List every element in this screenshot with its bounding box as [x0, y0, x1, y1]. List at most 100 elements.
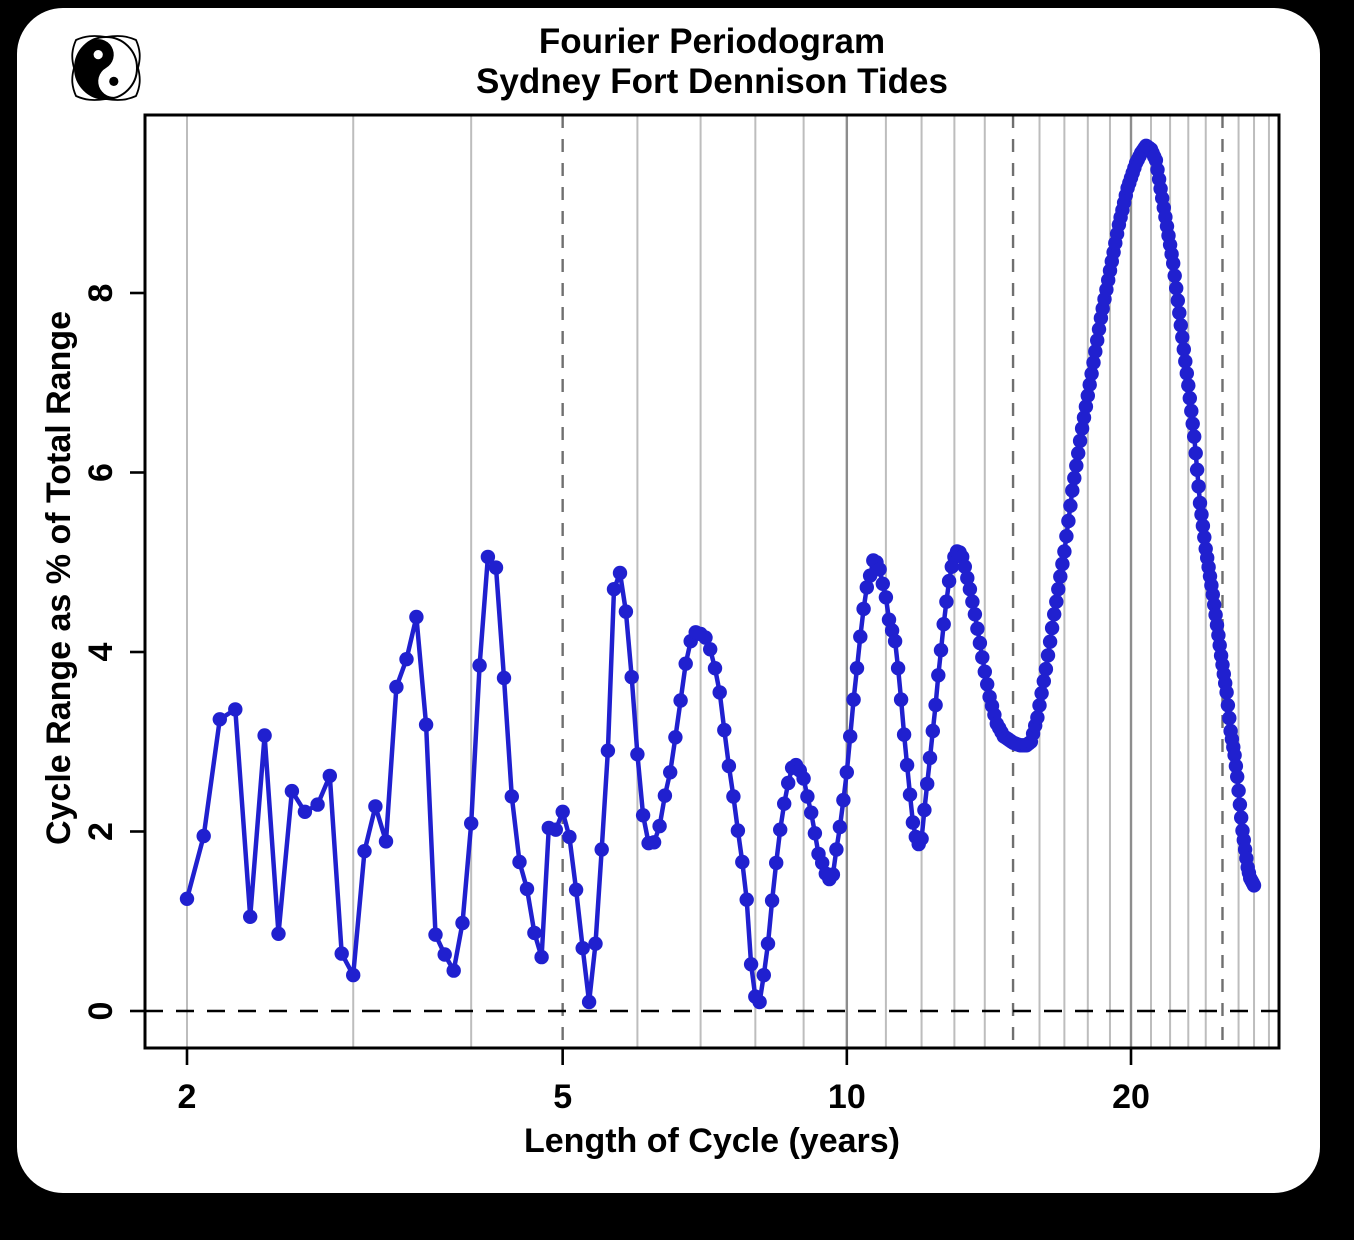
data-point	[846, 692, 861, 707]
data-point	[297, 804, 313, 819]
data-point	[1049, 594, 1064, 609]
data-point	[504, 789, 519, 804]
data-point	[1044, 620, 1060, 636]
y-axis-title: Cycle Range as % of Total Range	[40, 311, 78, 845]
data-point	[933, 643, 949, 658]
data-point	[887, 634, 903, 649]
y-tick-label-4: 4	[82, 642, 120, 661]
data-point	[1166, 256, 1181, 271]
data-point	[455, 915, 470, 931]
grid-layer	[186, 115, 1270, 1048]
data-point	[1167, 268, 1182, 283]
data-point	[1069, 458, 1084, 473]
data-point	[1182, 391, 1198, 406]
data-point	[527, 925, 542, 941]
data-point	[781, 775, 796, 791]
data-point	[1192, 495, 1208, 511]
data-point	[179, 891, 195, 906]
data-point	[962, 582, 978, 597]
data-point	[839, 765, 854, 780]
data-point	[673, 693, 688, 708]
data-point	[960, 570, 975, 586]
data-point	[703, 642, 718, 657]
logo-black-eye	[109, 76, 119, 86]
data-point	[1170, 293, 1186, 308]
data-point	[1047, 607, 1062, 622]
x-tick-label-20: 20	[1112, 1078, 1150, 1116]
data-point	[1053, 569, 1068, 584]
data-point	[859, 580, 874, 595]
data-point	[1246, 878, 1262, 893]
data-point	[663, 765, 678, 780]
data-point	[1234, 810, 1249, 825]
data-point	[1228, 758, 1244, 774]
data-point	[896, 727, 912, 742]
data-point	[872, 562, 887, 577]
data-point	[1061, 513, 1076, 529]
data-point	[357, 844, 372, 859]
chart-title-line1: Fourier Periodogram	[539, 22, 885, 61]
data-point	[825, 867, 841, 882]
data-point	[519, 881, 535, 897]
data-point	[1086, 355, 1101, 370]
data-point	[1065, 483, 1080, 498]
data-point	[807, 826, 823, 841]
data-point	[777, 796, 792, 811]
data-point	[1179, 366, 1195, 381]
data-point	[1222, 710, 1237, 726]
data-point	[1230, 769, 1245, 784]
data-point	[1080, 388, 1096, 403]
data-point	[568, 882, 584, 897]
data-point	[1055, 556, 1070, 572]
data-point	[310, 797, 325, 812]
data-point	[378, 834, 394, 849]
data-point	[881, 612, 897, 627]
data-point	[957, 559, 972, 574]
data-point	[606, 582, 622, 597]
data-point	[428, 927, 443, 942]
data-point	[588, 936, 603, 951]
data-point	[905, 815, 921, 830]
data-point	[1175, 330, 1190, 345]
data-point	[698, 630, 713, 645]
data-point	[829, 842, 844, 857]
data-point	[212, 712, 227, 727]
data-point	[1232, 797, 1248, 812]
data-point	[1034, 686, 1049, 701]
data-point	[437, 947, 452, 962]
data-point	[721, 758, 737, 774]
data-point	[939, 594, 954, 609]
data-point	[1059, 529, 1074, 544]
data-point	[760, 936, 776, 951]
data-point	[925, 723, 940, 739]
data-point	[735, 854, 750, 870]
data-point	[548, 822, 563, 837]
logo-white-eye	[93, 50, 103, 60]
data-point	[1078, 399, 1094, 414]
data-point	[512, 854, 527, 870]
axis-ticks-layer	[130, 291, 1133, 1065]
data-point	[1063, 498, 1078, 513]
data-point	[1091, 322, 1107, 337]
data-point	[1076, 410, 1092, 425]
data-point	[612, 565, 628, 581]
data-point	[743, 957, 759, 972]
y-tick-label-2: 2	[82, 822, 120, 841]
data-point	[849, 661, 865, 676]
data-point	[1194, 507, 1209, 522]
plot-box-border	[143, 113, 1281, 1050]
data-point	[1195, 518, 1211, 534]
data-point	[446, 963, 461, 978]
data-point	[1231, 783, 1246, 798]
data-point	[555, 804, 570, 819]
data-point	[967, 607, 983, 622]
x-axis-title: Length of Cycle (years)	[524, 1122, 900, 1160]
x-tick-label-2: 2	[178, 1078, 197, 1116]
data-point	[1071, 446, 1086, 461]
data-point	[764, 893, 780, 908]
data-point	[941, 573, 957, 589]
data-point	[707, 661, 723, 676]
x-tick-label-10: 10	[828, 1078, 866, 1116]
data-point	[581, 994, 597, 1010]
data-point	[1088, 344, 1103, 359]
